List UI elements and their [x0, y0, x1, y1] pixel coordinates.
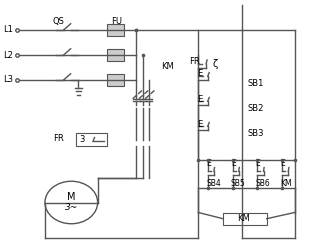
Text: L3: L3	[3, 76, 13, 84]
Text: QS: QS	[53, 17, 64, 26]
Text: FR: FR	[53, 134, 64, 143]
Text: ζ: ζ	[212, 59, 218, 69]
Text: FR: FR	[189, 57, 200, 66]
Text: SB6: SB6	[256, 178, 271, 188]
Circle shape	[45, 181, 98, 224]
Bar	[107, 74, 124, 86]
Text: 3: 3	[79, 135, 84, 144]
Text: FU: FU	[112, 17, 122, 26]
Bar	[223, 212, 267, 225]
Bar	[107, 49, 124, 61]
Text: KM: KM	[237, 214, 250, 223]
Text: KM: KM	[281, 178, 292, 188]
Text: L2: L2	[3, 50, 13, 59]
Text: KM: KM	[161, 62, 174, 71]
Text: SB2: SB2	[248, 104, 264, 113]
Text: M: M	[67, 192, 76, 202]
Text: SB3: SB3	[248, 129, 264, 138]
Text: SB4: SB4	[206, 178, 221, 188]
Text: 3~: 3~	[65, 203, 78, 212]
Text: SB5: SB5	[231, 178, 246, 188]
Text: E: E	[197, 95, 202, 104]
Text: L1: L1	[3, 26, 13, 35]
Bar	[107, 24, 124, 36]
Text: SB1: SB1	[248, 79, 264, 88]
Text: E: E	[197, 69, 202, 78]
Text: E: E	[206, 159, 211, 168]
Text: E: E	[281, 159, 285, 168]
Text: E: E	[256, 159, 260, 168]
Text: E: E	[197, 120, 202, 129]
Text: E: E	[231, 159, 236, 168]
Bar	[76, 132, 107, 146]
